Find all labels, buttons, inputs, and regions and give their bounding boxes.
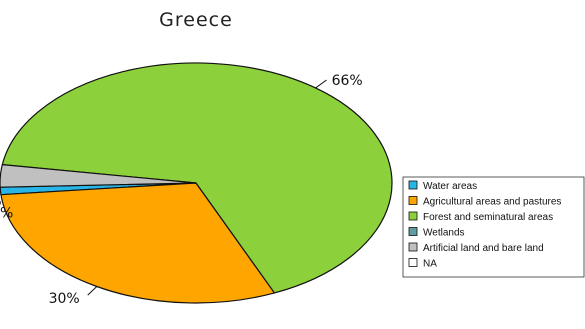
legend-swatch-artificial-land-and-bare-land — [408, 242, 418, 252]
data-label-agricultural-areas-and-pastures: 30% — [49, 291, 80, 307]
legend-label-artificial-land-and-bare-land: Artificial land and bare land — [423, 243, 544, 254]
pie-slice-agricultural-areas-and-pastures — [0, 182, 276, 304]
legend-swatch-forest-and-seminatural-areas — [408, 211, 418, 221]
data-labels: 1%30%66%3%0% — [0, 73, 363, 307]
legend-label-agricultural-areas-and-pastures: Agricultural areas and pastures — [423, 197, 561, 208]
legend-swatch-water-areas — [408, 180, 418, 190]
legend-label-water-areas: Water areas — [423, 181, 477, 192]
leader-line-agricultural-areas-and-pastures — [87, 286, 98, 296]
chart-title: Greece — [159, 9, 233, 31]
legend: Water areas Agricultural areas and pastur… — [402, 176, 585, 278]
legend-label-wetlands: Wetlands — [423, 228, 465, 239]
legend-swatch-agricultural-areas-and-pastures — [408, 196, 418, 205]
leader-line-forest-and-seminatural-areas — [315, 79, 327, 89]
data-label-artificial-land-and-bare-land: 3% — [0, 193, 1, 209]
legend-label-na: NA — [423, 259, 437, 270]
data-label-na: 0% — [0, 206, 13, 222]
legend-swatch-na — [408, 258, 418, 267]
pie — [0, 62, 393, 304]
legend-label-forest-and-seminatural-areas: Forest and seminatural areas — [423, 212, 553, 223]
legend-swatch-wetlands — [408, 227, 418, 236]
legend-box — [402, 176, 585, 278]
data-label-forest-and-seminatural-areas: 66% — [332, 73, 363, 89]
